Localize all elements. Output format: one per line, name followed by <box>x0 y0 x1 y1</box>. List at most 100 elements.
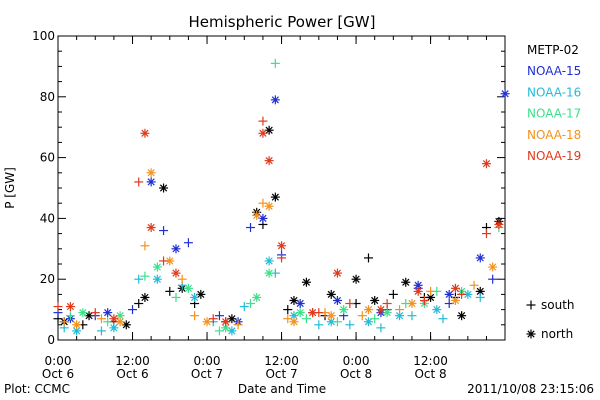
north-point <box>171 268 181 278</box>
north-point <box>289 317 299 327</box>
north-point <box>264 156 274 166</box>
south-point <box>96 326 106 336</box>
north-point <box>152 262 162 272</box>
x-tick-label-time: 12:00 <box>115 354 150 368</box>
north-point <box>270 192 280 202</box>
south-point <box>159 226 169 236</box>
plot-credit: Plot: CCMC <box>4 382 70 396</box>
series-noaa-16 <box>59 256 485 336</box>
north-point <box>413 286 423 296</box>
north-point <box>332 295 342 305</box>
north-point <box>146 223 156 233</box>
south-point <box>388 289 398 299</box>
north-point <box>258 128 268 138</box>
series-noaa-18 <box>59 168 498 330</box>
north-point <box>295 308 305 318</box>
north-point <box>72 320 82 330</box>
south-point <box>407 311 417 321</box>
x-tick-label-date: Oct 7 <box>265 367 297 381</box>
south-point <box>457 289 467 299</box>
south-point <box>283 305 293 315</box>
south-point <box>140 241 150 251</box>
north-point <box>109 314 119 324</box>
north-point <box>351 274 361 284</box>
x-tick-label-time: 12:00 <box>264 354 299 368</box>
north-point <box>494 219 504 229</box>
series-legend: METP-02 NOAA-15 NOAA-16 NOAA-17 NOAA-18 NOAA-… <box>527 43 581 163</box>
north-point <box>363 317 373 327</box>
north-point <box>202 317 212 327</box>
north-point <box>221 317 231 327</box>
north-point <box>488 262 498 272</box>
south-point <box>233 320 243 330</box>
south-point <box>395 305 405 315</box>
north-point <box>339 305 349 315</box>
south-point <box>419 295 429 305</box>
south-point <box>183 238 193 248</box>
north-point <box>481 159 491 169</box>
legend-entry: NOAA-19 <box>527 149 581 163</box>
north-point <box>264 268 274 278</box>
south-point <box>96 314 106 324</box>
north-point <box>450 283 460 293</box>
south-point <box>134 177 144 187</box>
legend-entry: METP-02 <box>527 43 579 57</box>
south-point <box>481 229 491 239</box>
north-point <box>457 311 467 321</box>
south-point <box>258 116 268 126</box>
south-point <box>270 58 280 68</box>
south-point <box>277 253 287 263</box>
south-point <box>345 320 355 330</box>
y-tick-label: 0 <box>47 333 55 347</box>
south-point <box>370 314 380 324</box>
north-point <box>115 317 125 327</box>
south-point <box>314 320 324 330</box>
marker-legend: south north <box>526 298 575 341</box>
south-point <box>438 314 448 324</box>
y-tick-label: 40 <box>40 211 55 225</box>
x-tick-label-date: Oct 7 <box>191 367 223 381</box>
north-point <box>65 302 75 312</box>
south-point <box>526 300 536 310</box>
north-point <box>252 292 262 302</box>
y-axis-ticks: 0 20 40 60 80 100 <box>32 29 505 347</box>
south-point <box>140 271 150 281</box>
north-point <box>252 210 262 220</box>
y-tick-label: 20 <box>40 272 55 286</box>
series-noaa-15 <box>53 89 510 327</box>
south-point <box>134 299 144 309</box>
south-point <box>345 299 355 309</box>
x-tick-label-time: 12:00 <box>413 354 448 368</box>
chart-title: Hemispheric Power [GW] <box>189 13 376 31</box>
north-point <box>152 274 162 284</box>
north-point <box>376 305 386 315</box>
north-point <box>444 289 454 299</box>
south-point <box>475 292 485 302</box>
plot-area-border <box>57 35 506 341</box>
south-point <box>382 299 392 309</box>
north-point <box>308 308 318 318</box>
north-point <box>78 308 88 318</box>
south-point <box>469 280 479 290</box>
south-point <box>332 317 342 327</box>
north-point <box>258 213 268 223</box>
south-point <box>53 302 63 312</box>
north-point <box>84 311 94 321</box>
south-point <box>190 311 200 321</box>
north-point <box>363 305 373 315</box>
south-point <box>426 286 436 296</box>
x-tick-label-date: Oct 6 <box>42 367 74 381</box>
north-point <box>190 292 200 302</box>
north-point <box>432 305 442 315</box>
south-point <box>357 311 367 321</box>
series-noaa-17 <box>65 58 504 336</box>
south-point <box>159 256 169 266</box>
south-point <box>208 314 218 324</box>
legend-entry: NOAA-15 <box>527 64 581 78</box>
south-point <box>246 299 256 309</box>
series-metp-02 <box>53 125 504 330</box>
x-tick-label-time: 0:00 <box>343 354 370 368</box>
south-point <box>65 311 75 321</box>
south-point <box>488 274 498 284</box>
